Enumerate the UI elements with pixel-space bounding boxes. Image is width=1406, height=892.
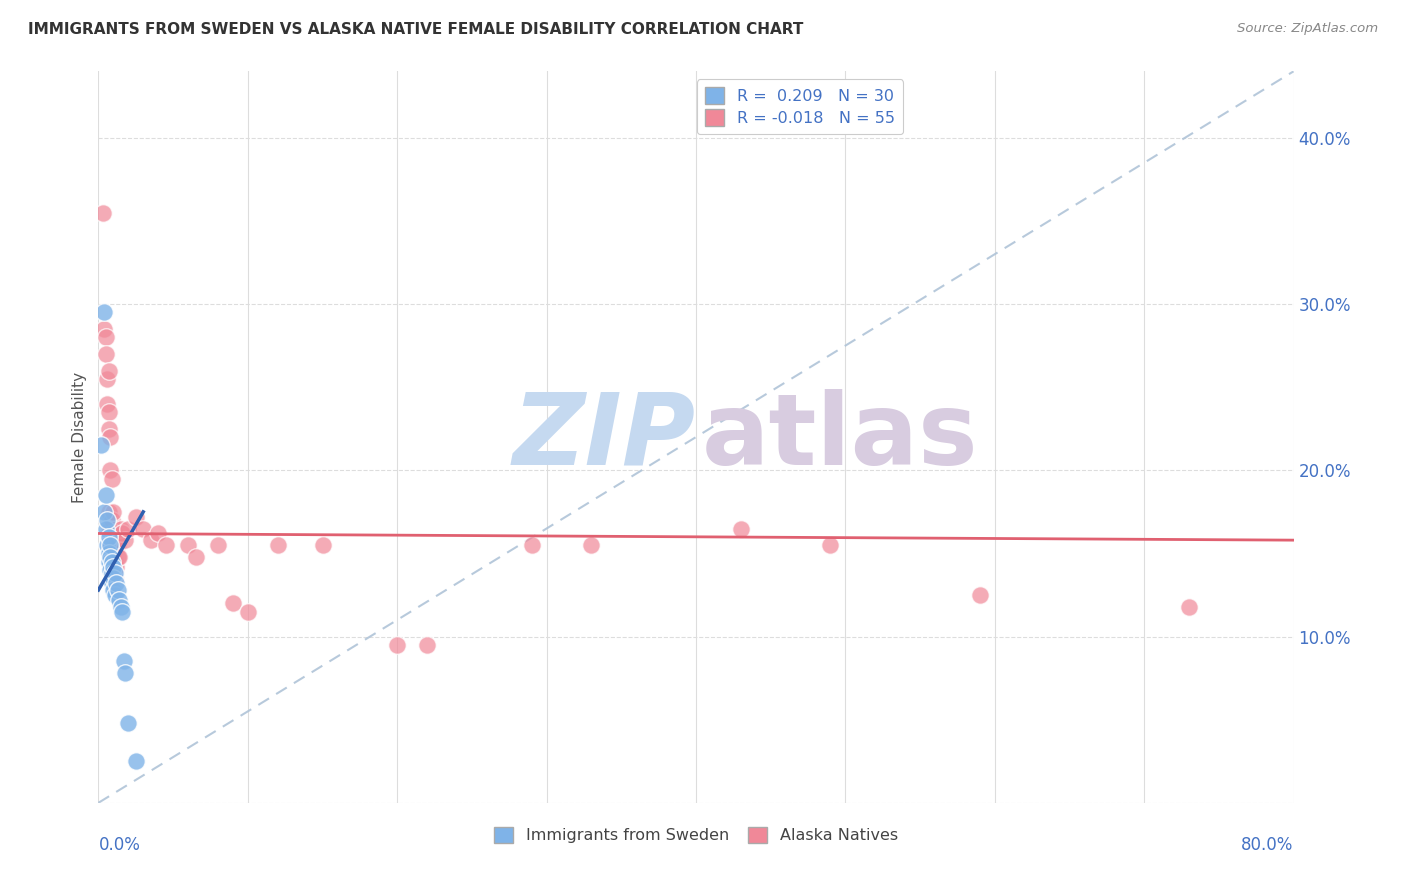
Point: [139, 533, 162, 548]
Point: [103, 546, 125, 560]
Text: atlas: atlas: [702, 389, 979, 485]
Point: [108, 593, 131, 607]
Point: [107, 549, 129, 564]
Point: [97, 505, 120, 519]
Point: [132, 521, 155, 535]
Point: [104, 526, 127, 541]
Point: [93, 505, 115, 519]
Point: [148, 526, 170, 541]
Point: [184, 549, 207, 564]
Point: [97, 422, 120, 436]
Point: [96, 538, 118, 552]
Text: 0.0%: 0.0%: [98, 836, 141, 854]
Point: [125, 509, 148, 524]
Point: [101, 472, 124, 486]
Point: [105, 576, 128, 591]
Text: ZIP: ZIP: [513, 389, 696, 485]
Point: [103, 563, 125, 577]
Point: [111, 605, 134, 619]
Point: [97, 555, 120, 569]
Point: [96, 397, 118, 411]
Point: [101, 513, 124, 527]
Point: [730, 521, 752, 535]
Point: [105, 559, 128, 574]
Point: [94, 488, 117, 502]
Point: [96, 372, 118, 386]
Point: [104, 555, 127, 569]
Point: [103, 559, 125, 574]
Point: [103, 526, 125, 541]
Point: [520, 538, 543, 552]
Point: [93, 305, 115, 319]
Point: [100, 430, 122, 444]
Point: [104, 566, 127, 581]
Point: [969, 588, 991, 602]
Point: [114, 666, 136, 681]
Point: [100, 521, 122, 535]
Point: [90, 438, 112, 452]
Point: [97, 363, 120, 377]
Text: Source: ZipAtlas.com: Source: ZipAtlas.com: [1237, 22, 1378, 36]
Point: [103, 571, 125, 585]
Point: [267, 538, 290, 552]
Point: [155, 538, 177, 552]
Point: [105, 538, 128, 552]
Point: [117, 521, 139, 535]
Point: [101, 555, 124, 569]
Point: [101, 530, 124, 544]
Point: [177, 538, 200, 552]
Point: [100, 563, 122, 577]
Point: [114, 533, 136, 548]
Legend: Immigrants from Sweden, Alaska Natives: Immigrants from Sweden, Alaska Natives: [488, 821, 904, 850]
Text: IMMIGRANTS FROM SWEDEN VS ALASKA NATIVE FEMALE DISABILITY CORRELATION CHART: IMMIGRANTS FROM SWEDEN VS ALASKA NATIVE …: [28, 22, 803, 37]
Point: [97, 405, 120, 419]
Point: [112, 655, 135, 669]
Point: [108, 533, 131, 548]
Point: [100, 463, 122, 477]
Point: [94, 330, 117, 344]
Point: [416, 638, 439, 652]
Point: [311, 538, 333, 552]
Point: [96, 513, 118, 527]
Point: [97, 546, 120, 560]
Point: [101, 566, 124, 581]
Point: [101, 549, 124, 564]
Point: [97, 530, 120, 544]
Point: [100, 538, 122, 552]
Point: [222, 596, 245, 610]
Point: [94, 347, 117, 361]
Point: [100, 538, 122, 552]
Point: [1178, 599, 1201, 614]
Point: [93, 322, 115, 336]
Point: [117, 716, 139, 731]
Point: [125, 754, 148, 768]
Point: [236, 605, 259, 619]
Point: [103, 505, 125, 519]
Point: [91, 205, 114, 219]
Point: [385, 638, 409, 652]
Text: 80.0%: 80.0%: [1241, 836, 1294, 854]
Point: [820, 538, 842, 552]
Point: [104, 588, 127, 602]
Point: [94, 521, 117, 535]
Point: [207, 538, 229, 552]
Point: [108, 549, 131, 564]
Point: [581, 538, 603, 552]
Point: [111, 526, 134, 541]
Point: [100, 549, 122, 564]
Point: [101, 576, 124, 591]
Point: [110, 521, 132, 535]
Y-axis label: Female Disability: Female Disability: [72, 371, 87, 503]
Point: [110, 599, 132, 614]
Point: [107, 582, 129, 597]
Point: [103, 582, 125, 597]
Point: [104, 571, 127, 585]
Point: [107, 538, 129, 552]
